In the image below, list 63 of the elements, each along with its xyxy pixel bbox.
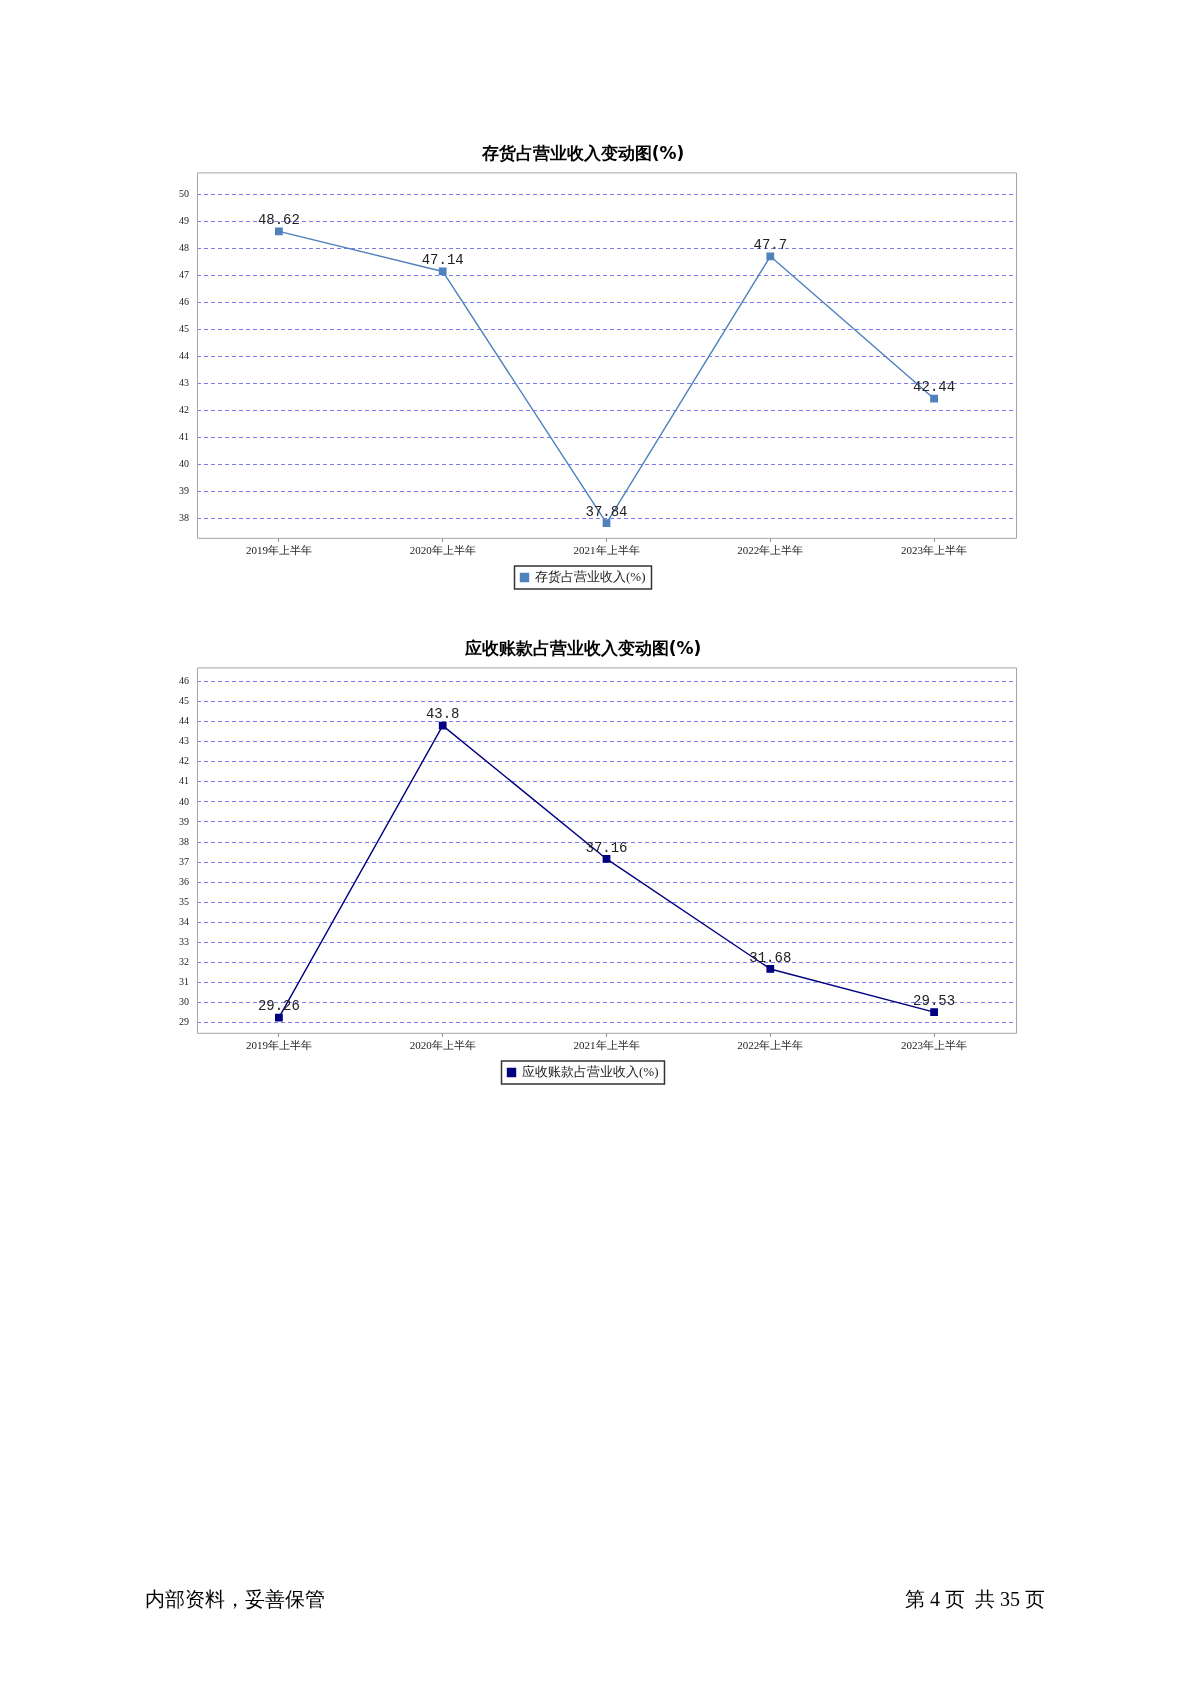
y-tick-label: 38 (179, 512, 189, 524)
x-tick-label: 2021年上半年 (573, 544, 640, 557)
x-tick-label: 2022年上半年 (737, 1039, 804, 1052)
x-tick-label: 2023年上半年 (901, 544, 968, 557)
y-tick-label: 32 (179, 956, 189, 968)
chart-title: 存货占营业收入变动图(%) (480, 142, 685, 163)
point (930, 1008, 938, 1016)
y-tick-label: 46 (179, 675, 189, 687)
y-tick-label: 44 (179, 715, 189, 727)
y-tick-label: 50 (179, 187, 189, 199)
y-tick-label: 29 (179, 1016, 189, 1028)
y-tick-label: 45 (179, 695, 189, 707)
y-tick-label: 46 (179, 295, 189, 307)
y-tick-label: 36 (179, 875, 189, 887)
x-tick-label: 2019年上半年 (245, 1039, 312, 1052)
y-tick-label: 40 (179, 795, 189, 807)
x-tick-label: 2023年上半年 (901, 1039, 968, 1052)
point (275, 227, 283, 236)
x-tick-label: 2019年上半年 (245, 544, 312, 557)
x-tick-label: 2022年上半年 (737, 544, 804, 557)
x-tick-label: 2020年上半年 (409, 1039, 476, 1052)
point (602, 519, 611, 528)
y-tick-label: 39 (179, 485, 189, 497)
y-tick-label: 41 (179, 775, 189, 787)
point (438, 267, 447, 276)
x-tick-label: 2020年上半年 (409, 544, 476, 557)
legend-label: 存货占营业收入(%) (535, 568, 646, 584)
chart-title: 应收账款占营业收入变动图(%) (463, 637, 702, 658)
y-tick-label: 40 (179, 458, 189, 470)
y-tick-label: 38 (179, 835, 189, 847)
x-tick-label: 2021年上半年 (573, 1039, 640, 1052)
y-tick-label: 48 (179, 241, 189, 253)
point (766, 965, 775, 973)
y-tick-label: 43 (179, 735, 189, 747)
y-tick-label: 49 (179, 214, 189, 226)
y-tick-label: 47 (179, 268, 189, 280)
y-tick-label: 44 (179, 350, 189, 362)
y-tick-label: 42 (179, 404, 189, 416)
y-tick-label: 33 (179, 936, 189, 948)
y-tick-label: 37 (179, 855, 189, 867)
y-tick-label: 35 (179, 895, 189, 907)
point (275, 1013, 283, 1022)
data-label: 47.7 (753, 237, 788, 254)
data-label: 47.14 (421, 252, 464, 269)
text: 第 4 页 共 35 页 (905, 1587, 1045, 1612)
point (602, 855, 611, 863)
y-tick-label: 45 (179, 323, 189, 335)
y-tick-label: 39 (179, 815, 189, 827)
point (766, 252, 775, 261)
y-tick-label: 31 (179, 976, 189, 988)
y-tick-label: 34 (179, 916, 189, 927)
data-label: 48.62 (257, 212, 300, 229)
data-label: 29.53 (913, 992, 956, 1009)
y-tick-label: 42 (179, 755, 189, 767)
data-label: 43.8 (425, 706, 460, 723)
point (930, 394, 938, 403)
text: 内部资料，妥善保管 (145, 1587, 325, 1612)
point (438, 721, 447, 730)
data-label: 31.68 (749, 949, 792, 966)
y-tick-label: 43 (179, 377, 189, 389)
y-tick-label: 41 (179, 431, 189, 443)
legend-label: 应收账款占营业收入(%) (522, 1063, 659, 1079)
y-tick-label: 30 (179, 996, 189, 1008)
